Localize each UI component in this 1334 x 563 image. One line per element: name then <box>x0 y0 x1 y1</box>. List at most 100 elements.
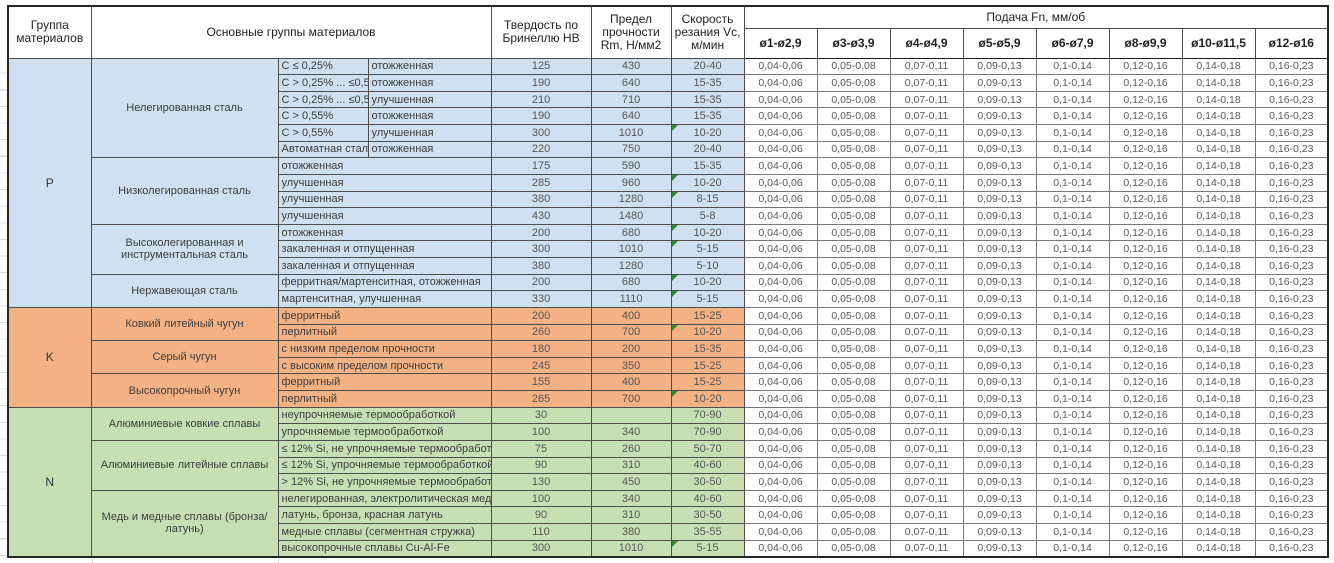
feed-cell: 0,07-0,11 <box>889 157 964 175</box>
feed-cell: 0,1-0,14 <box>1035 539 1110 558</box>
group-label-cell: Алюминиевые литейные сплавы <box>90 439 279 491</box>
feed-cell: 0,04-0,06 <box>743 356 818 375</box>
feed-cell: 0,16-0,23 <box>1254 523 1329 541</box>
error-flag-icon <box>672 324 678 331</box>
feed-cell: 0,1-0,14 <box>1035 323 1110 342</box>
feed-cell: 0,09-0,13 <box>962 439 1037 458</box>
hardness-cell: 200 <box>490 223 592 242</box>
feed-cell: 0,07-0,11 <box>889 240 964 258</box>
feed-cell: 0,1-0,14 <box>1035 306 1110 325</box>
material-desc-cell: ферритный <box>277 306 492 325</box>
feed-cell: 0,1-0,14 <box>1035 240 1110 258</box>
feed-cell: 0,16-0,23 <box>1254 473 1329 491</box>
strength-cell: 1010 <box>590 124 672 142</box>
hardness-cell: 380 <box>490 257 592 275</box>
table-row: Алюминиевые литейные сплавы ≤ 12% Si, не … <box>8 439 1329 491</box>
material-desc-cell: закаленная и отпущенная <box>277 240 492 258</box>
hardness-cell: 130 <box>490 473 592 491</box>
table-row: Медь и медные сплавы (бронза/латунь) неле… <box>8 489 1329 558</box>
feed-cell: 0,1-0,14 <box>1035 439 1110 458</box>
material-state-cell: отожженная <box>367 57 492 76</box>
feed-cell: 0,12-0,16 <box>1108 390 1183 408</box>
feed-cell: 0,16-0,23 <box>1254 90 1329 109</box>
strength-cell: 1280 <box>590 190 672 209</box>
feed-cell: 0,12-0,16 <box>1108 57 1183 76</box>
hardness-cell: 190 <box>490 74 592 92</box>
feed-cell: 0,05-0,08 <box>816 523 891 541</box>
hardness-cell: 190 <box>490 107 592 125</box>
material-desc-cell: ≤ 12% Si, упрочняемые термообработкой <box>277 456 492 475</box>
feed-cell: 0,09-0,13 <box>962 190 1037 209</box>
material-desc-cell: отожженная <box>277 157 492 175</box>
speed-cell: 70-90 <box>670 406 745 425</box>
feed-cell: 0,04-0,06 <box>743 306 818 325</box>
speed-cell: 8-15 <box>670 190 745 209</box>
feed-cell: 0,1-0,14 <box>1035 207 1110 225</box>
feed-cell: 0,16-0,23 <box>1254 506 1329 524</box>
feed-cell: 0,09-0,13 <box>962 140 1037 159</box>
speed-cell: 10-20 <box>670 223 745 242</box>
speed-cell: 10-20 <box>670 124 745 142</box>
feed-cell: 0,12-0,16 <box>1108 456 1183 475</box>
feed-cell: 0,05-0,08 <box>816 223 891 242</box>
feed-cell: 0,14-0,18 <box>1181 90 1256 109</box>
material-condition-cell: C > 0,55% <box>277 124 369 142</box>
feed-cell: 0,1-0,14 <box>1035 473 1110 491</box>
feed-cell: 0,05-0,08 <box>816 207 891 225</box>
feed-cell: 0,12-0,16 <box>1108 207 1183 225</box>
feed-cell: 0,12-0,16 <box>1108 523 1183 541</box>
hardness-cell: 245 <box>490 356 592 375</box>
material-state-cell: отожженная <box>367 140 492 159</box>
feed-cell: 0,05-0,08 <box>816 406 891 425</box>
feed-cell: 0,07-0,11 <box>889 273 964 292</box>
group-label-cell: Нелегированная сталь <box>90 57 279 159</box>
feed-cell: 0,07-0,11 <box>889 323 964 342</box>
feed-cell: 0,14-0,18 <box>1181 173 1256 192</box>
feed-cell: 0,1-0,14 <box>1035 423 1110 441</box>
strength-cell: 1280 <box>590 257 672 275</box>
feed-cell: 0,14-0,18 <box>1181 439 1256 458</box>
speed-cell: 5-10 <box>670 257 745 275</box>
feed-cell: 0,09-0,13 <box>962 373 1037 391</box>
error-flag-icon <box>672 291 678 298</box>
speed-cell: 5-15 <box>670 240 745 258</box>
feed-cell: 0,12-0,16 <box>1108 74 1183 92</box>
feed-cell: 0,04-0,06 <box>743 340 818 358</box>
table-row: C > 0,25% ... ≤0,55%улучшенная21071015-3… <box>8 90 1329 109</box>
feed-cell: 0,12-0,16 <box>1108 240 1183 258</box>
strength-cell: 310 <box>590 456 672 475</box>
feed-cell: 0,14-0,18 <box>1181 523 1256 541</box>
feed-diameter-header: ø1-ø2,9 <box>743 27 818 59</box>
error-flag-icon <box>672 175 678 181</box>
feed-cell: 0,09-0,13 <box>962 74 1037 92</box>
strength-cell: 430 <box>590 57 672 76</box>
feed-cell: 0,07-0,11 <box>889 373 964 391</box>
material-desc-cell: с низким пределом прочности <box>277 340 492 358</box>
hardness-cell: 300 <box>490 240 592 258</box>
feed-cell: 0,04-0,06 <box>743 473 818 491</box>
feed-cell: 0,09-0,13 <box>962 406 1037 425</box>
strength-cell: 340 <box>590 489 672 508</box>
feed-cell: 0,14-0,18 <box>1181 306 1256 325</box>
feed-cell: 0,14-0,18 <box>1181 390 1256 408</box>
strength-cell: 680 <box>590 273 672 292</box>
feed-cell: 0,16-0,23 <box>1254 373 1329 391</box>
feed-cell: 0,12-0,16 <box>1108 406 1183 425</box>
table-row: закаленная и отпущенная 380 1280 5-10 0,04-0… <box>8 257 1329 275</box>
feed-cell: 0,12-0,16 <box>1108 373 1183 391</box>
feed-cell: 0,09-0,13 <box>962 473 1037 491</box>
table-row: улучшенная 430 1480 5-8 0,04-0,06 0,05-0,08 0,… <box>8 207 1329 225</box>
speed-cell: 40-60 <box>670 489 745 508</box>
feed-cell: 0,04-0,06 <box>743 290 818 308</box>
feed-cell: 0,05-0,08 <box>816 439 891 458</box>
feed-cell: 0,09-0,13 <box>962 223 1037 242</box>
feed-cell: 0,1-0,14 <box>1035 373 1110 391</box>
material-desc-cell: медные сплавы (сегментная стружка) <box>277 523 492 541</box>
feed-cell: 0,04-0,06 <box>743 173 818 192</box>
strength-cell: 960 <box>590 173 672 192</box>
feed-cell: 0,16-0,23 <box>1254 240 1329 258</box>
feed-cell: 0,07-0,11 <box>889 390 964 408</box>
strength-cell <box>590 406 672 425</box>
feed-cell: 0,1-0,14 <box>1035 489 1110 508</box>
strength-cell: 700 <box>590 323 672 342</box>
